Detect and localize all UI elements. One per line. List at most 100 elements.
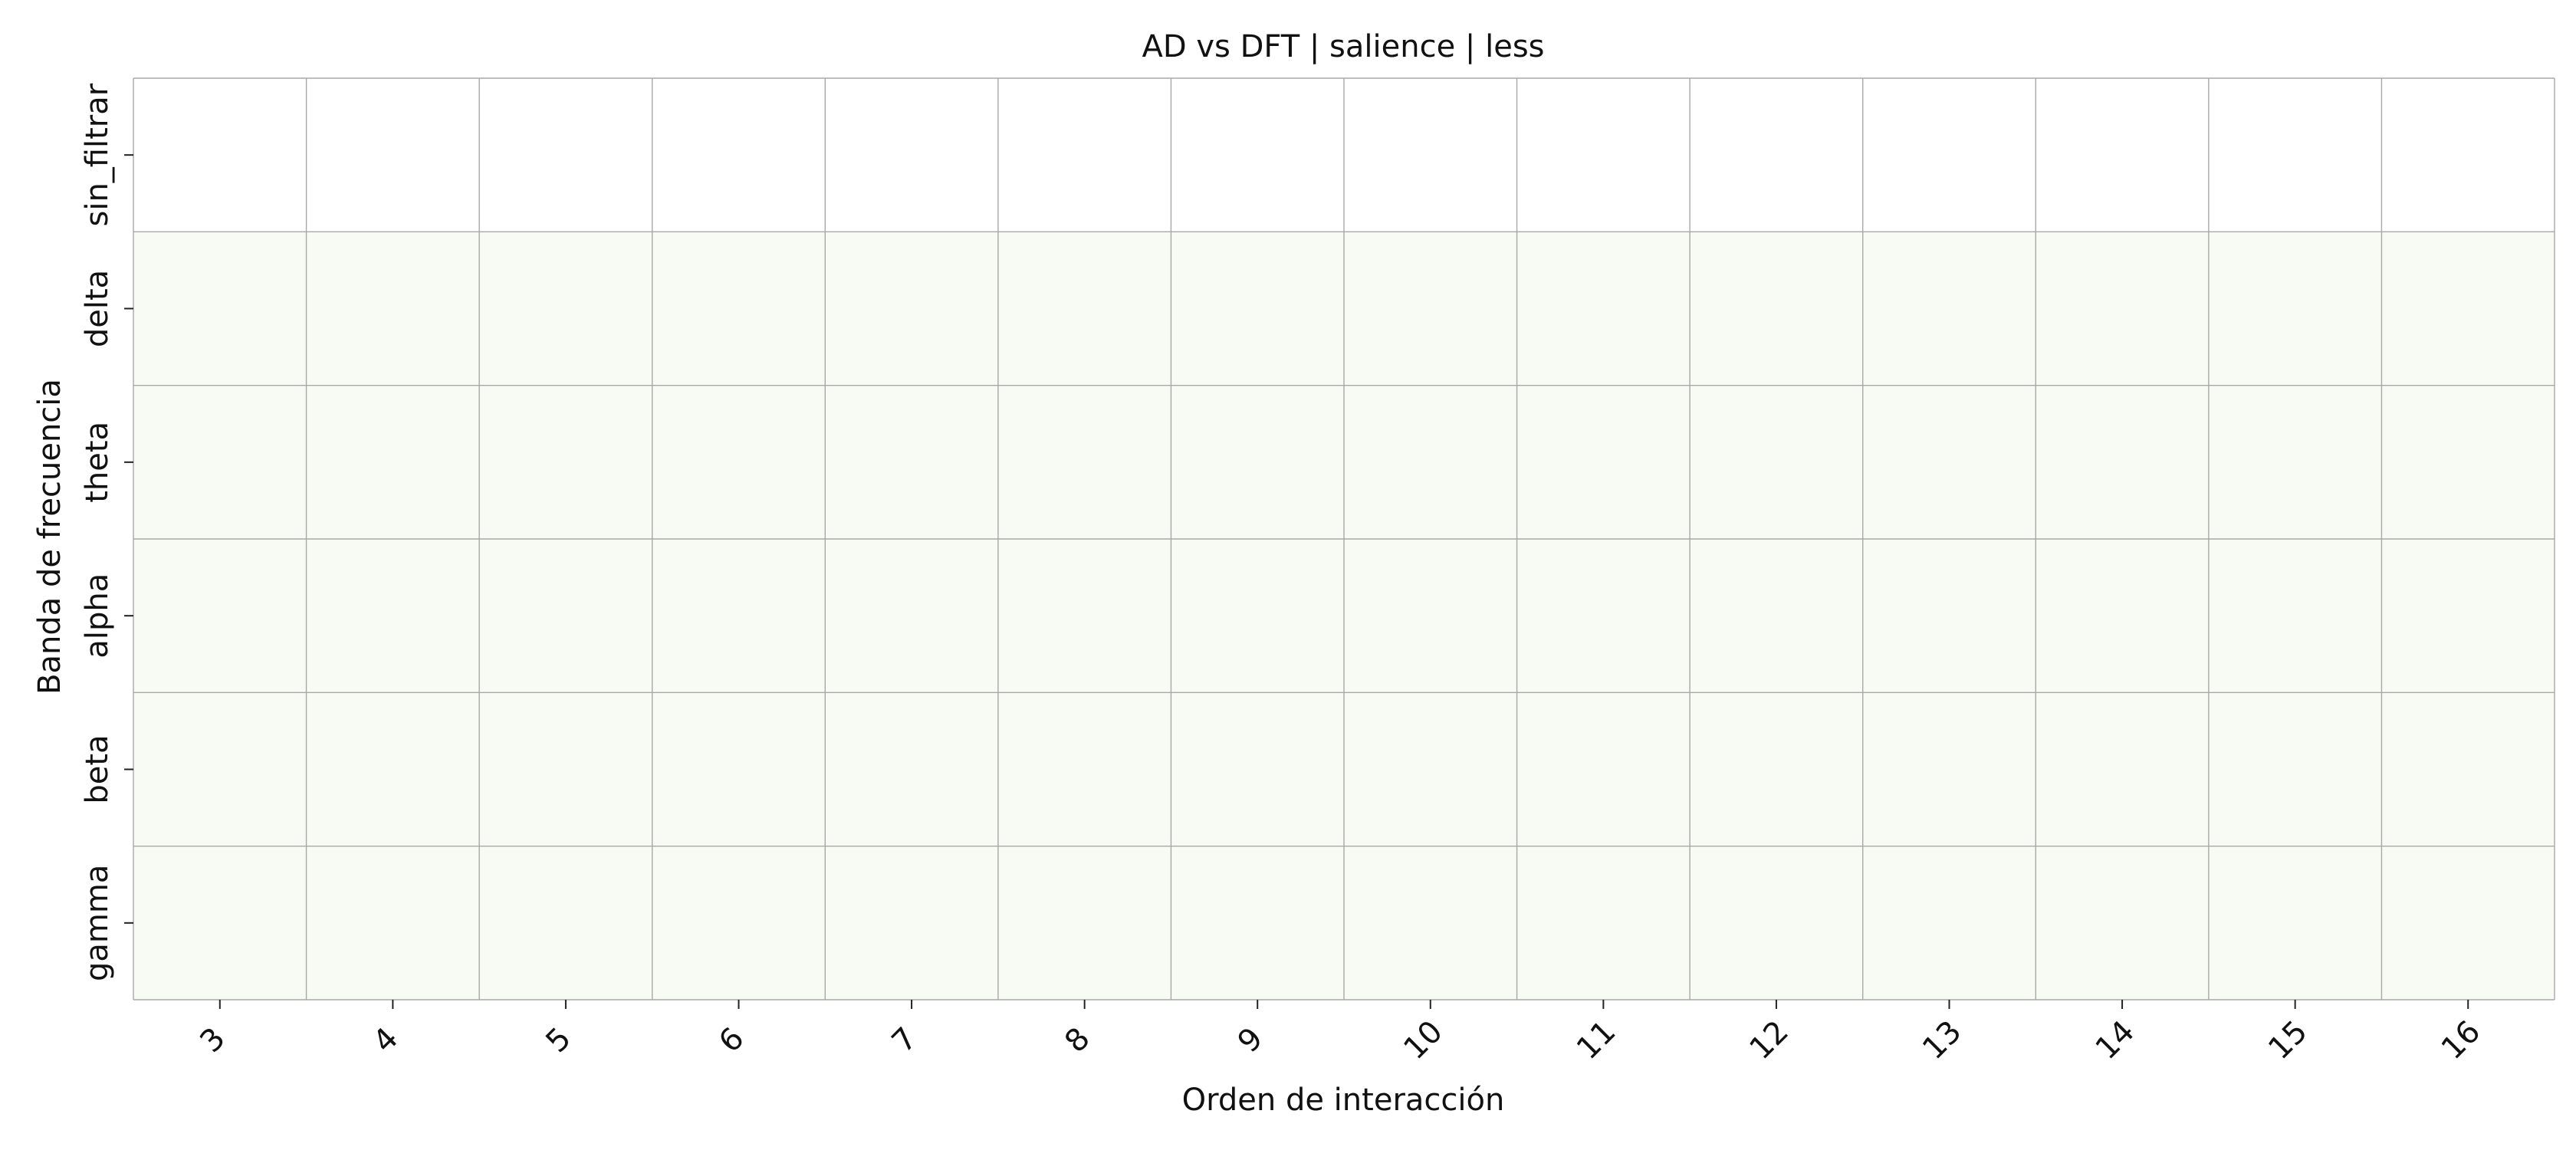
- heatmap-cell-sin_filtrar-15: [2208, 78, 2382, 232]
- x-tick-label: 3: [193, 1021, 232, 1060]
- heatmap-cell-theta-3: [133, 385, 307, 539]
- heatmap-cell-alpha-10: [1344, 539, 1517, 693]
- heatmap-cell-delta-11: [1516, 232, 1691, 386]
- heatmap-cell-beta-15: [2208, 692, 2382, 846]
- heatmap-cell-gamma-6: [652, 846, 826, 1000]
- y-axis-label: Banda de frecuencia: [32, 379, 67, 695]
- heatmap-cell-alpha-7: [825, 539, 998, 693]
- heatmap-cell-gamma-10: [1344, 846, 1517, 1000]
- heatmap-cell-beta-7: [825, 692, 998, 846]
- heatmap-cell-delta-16: [2381, 232, 2555, 386]
- heatmap-cell-gamma-8: [997, 846, 1171, 1000]
- x-axis-label: Orden de interacción: [1182, 1083, 1505, 1118]
- heatmap-cell-delta-6: [652, 232, 826, 386]
- heatmap-cell-delta-14: [2036, 232, 2209, 386]
- heatmap-cell-sin_filtrar-7: [825, 78, 998, 232]
- x-axis-ticks: 3 4 5 6 7 8 9 10 11 12 13 14 15 16: [193, 1000, 2487, 1066]
- heatmap-cell-alpha-14: [2036, 539, 2209, 693]
- heatmap-cell-gamma-12: [1690, 846, 1863, 1000]
- heatmap-cell-gamma-3: [133, 846, 307, 1000]
- heatmap-cell-alpha-8: [997, 539, 1171, 693]
- heatmap-cell-theta-6: [652, 385, 826, 539]
- heatmap-cell-beta-12: [1690, 692, 1863, 846]
- x-tick-label: 13: [1916, 1014, 1969, 1067]
- y-tick-label: alpha: [80, 573, 115, 659]
- heatmap-cell-delta-12: [1690, 232, 1863, 386]
- heatmap-cell-theta-9: [1171, 385, 1344, 539]
- heatmap-cell-beta-16: [2381, 692, 2555, 846]
- x-tick-label: 8: [1058, 1021, 1097, 1060]
- heatmap-cell-theta-10: [1344, 385, 1517, 539]
- heatmap-cell-alpha-12: [1690, 539, 1863, 693]
- heatmap-cell-alpha-5: [479, 539, 652, 693]
- heatmap-cell-delta-5: [479, 232, 652, 386]
- x-tick-label: 12: [1743, 1014, 1796, 1067]
- heatmap-cell-beta-10: [1344, 692, 1517, 846]
- x-tick-label: 14: [2089, 1014, 2142, 1067]
- heatmap-cell-alpha-4: [306, 539, 480, 693]
- heatmap-cell-beta-9: [1171, 692, 1344, 846]
- x-tick-label: 15: [2262, 1014, 2315, 1067]
- heatmap-cell-theta-15: [2208, 385, 2382, 539]
- heatmap-cell-theta-5: [479, 385, 652, 539]
- heatmap-cell-beta-14: [2036, 692, 2209, 846]
- y-tick-label: gamma: [80, 865, 115, 981]
- heatmap-cell-delta-7: [825, 232, 998, 386]
- y-tick-label: beta: [80, 734, 115, 803]
- heatmap-cell-beta-3: [133, 692, 307, 846]
- heatmap-cell-sin_filtrar-9: [1171, 78, 1344, 232]
- heatmap-cell-sin_filtrar-12: [1690, 78, 1863, 232]
- heatmap-cell-theta-11: [1516, 385, 1691, 539]
- heatmap-cell-gamma-14: [2036, 846, 2209, 1000]
- heatmap-cell-theta-16: [2381, 385, 2555, 539]
- heatmap-cell-alpha-3: [133, 539, 307, 693]
- heatmap-cell-theta-7: [825, 385, 998, 539]
- heatmap-cell-sin_filtrar-8: [997, 78, 1171, 232]
- heatmap-cell-alpha-6: [652, 539, 826, 693]
- heatmap-cell-sin_filtrar-5: [479, 78, 652, 232]
- heatmap-cell-theta-14: [2036, 385, 2209, 539]
- heatmap-cell-gamma-4: [306, 846, 480, 1000]
- heatmap-cell-gamma-5: [479, 846, 652, 1000]
- heatmap-cell-delta-4: [306, 232, 480, 386]
- heatmap-cell-alpha-15: [2208, 539, 2382, 693]
- x-tick-label: 10: [1397, 1014, 1450, 1067]
- heatmap-cell-beta-6: [652, 692, 826, 846]
- heatmap-cell-delta-8: [997, 232, 1171, 386]
- heatmap-cell-alpha-9: [1171, 539, 1344, 693]
- heatmap-cell-beta-5: [479, 692, 652, 846]
- heatmap-cell-delta-9: [1171, 232, 1344, 386]
- x-tick-label: 11: [1570, 1014, 1623, 1067]
- heatmap-cell-beta-11: [1516, 692, 1691, 846]
- heatmap-cell-gamma-16: [2381, 846, 2555, 1000]
- heatmap-cell-beta-13: [1862, 692, 2036, 846]
- heatmap-cell-theta-13: [1862, 385, 2036, 539]
- heatmap-cells: [133, 78, 2555, 1000]
- heatmap-cell-alpha-16: [2381, 539, 2555, 693]
- heatmap-cell-sin_filtrar-3: [133, 78, 307, 232]
- heatmap-cell-sin_filtrar-6: [652, 78, 826, 232]
- x-tick-label: 9: [1231, 1021, 1270, 1060]
- heatmap-cell-gamma-9: [1171, 846, 1344, 1000]
- heatmap-cell-sin_filtrar-13: [1862, 78, 2036, 232]
- heatmap-cell-theta-4: [306, 385, 480, 539]
- chart-title: AD vs DFT | salience | less: [1142, 29, 1545, 64]
- y-tick-label: delta: [80, 270, 115, 347]
- y-tick-label: sin_filtrar: [80, 83, 115, 226]
- heatmap-grid: [133, 77, 2555, 1001]
- heatmap-cell-sin_filtrar-14: [2036, 78, 2209, 232]
- heatmap-cell-sin_filtrar-4: [306, 78, 480, 232]
- heatmap-cell-theta-12: [1690, 385, 1863, 539]
- x-tick-label: 7: [886, 1021, 925, 1060]
- y-tick-label: theta: [80, 422, 115, 503]
- heatmap-cell-alpha-13: [1862, 539, 2036, 693]
- heatmap-cell-delta-13: [1862, 232, 2036, 386]
- x-tick-label: 6: [712, 1021, 751, 1060]
- x-tick-label: 5: [539, 1021, 578, 1060]
- x-tick-label: 4: [366, 1021, 406, 1060]
- heatmap-cell-delta-15: [2208, 232, 2382, 386]
- heatmap-cell-alpha-11: [1516, 539, 1691, 693]
- heatmap-cell-sin_filtrar-10: [1344, 78, 1517, 232]
